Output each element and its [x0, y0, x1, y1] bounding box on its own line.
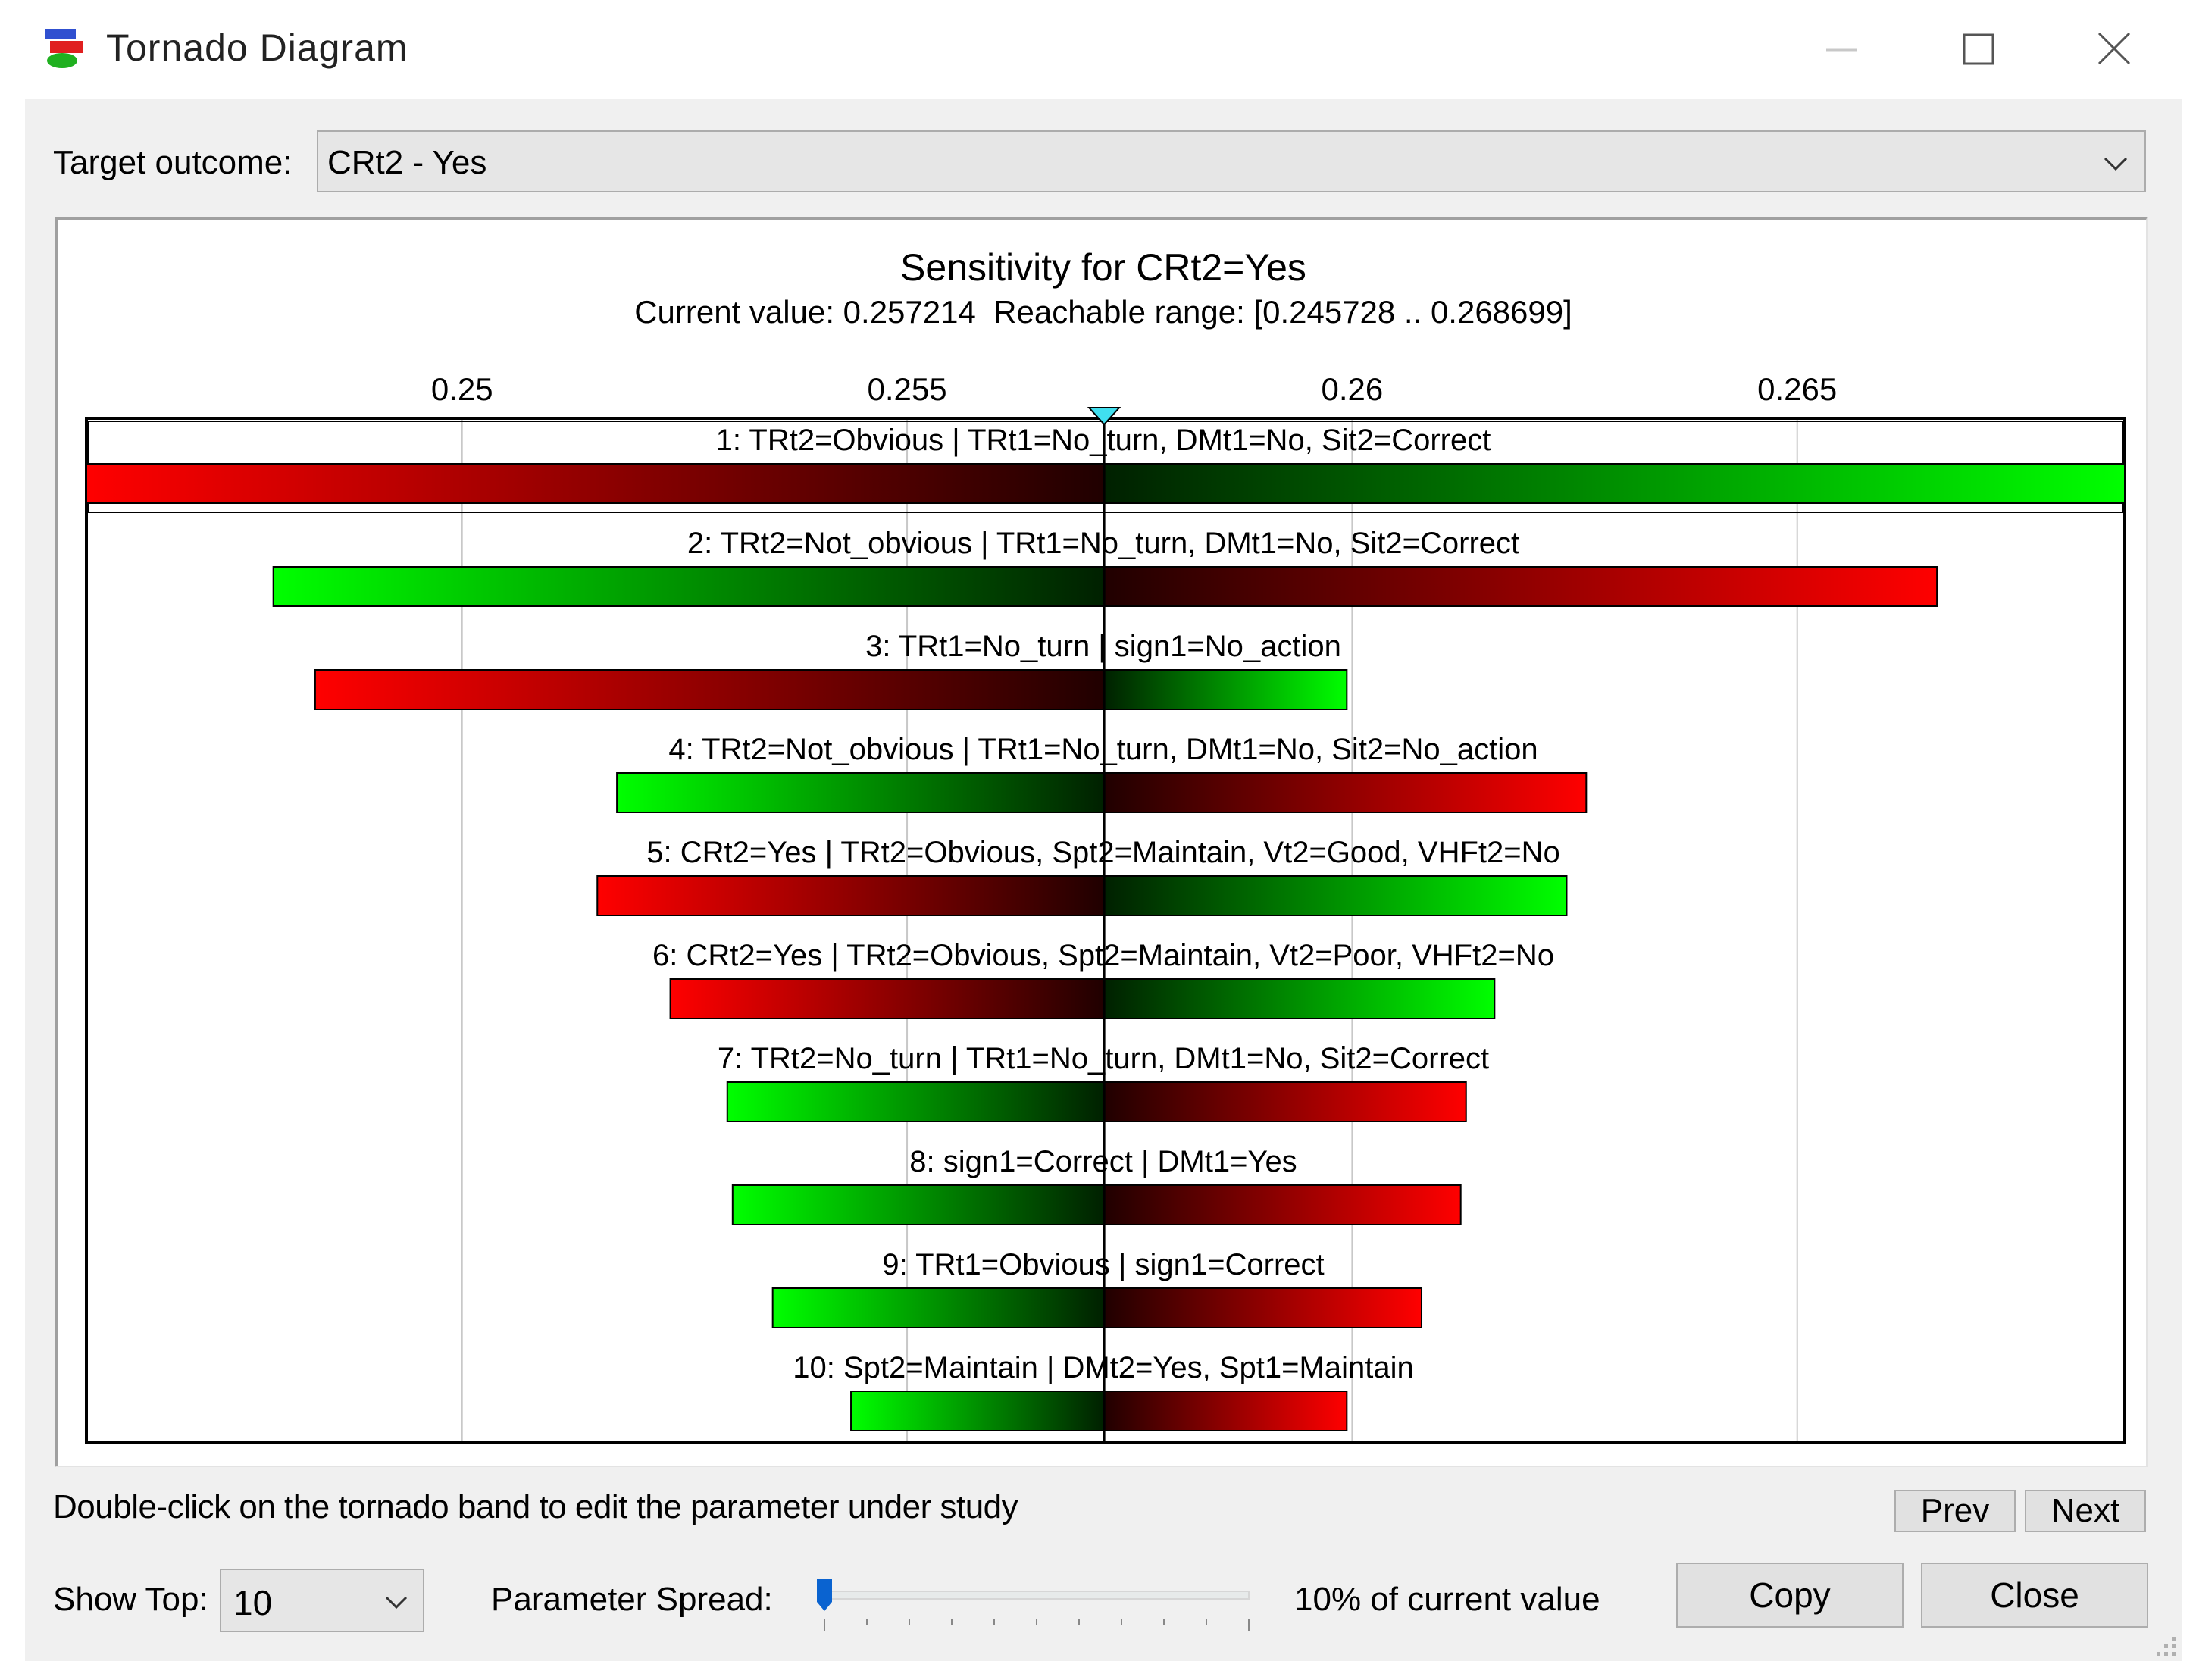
bar-high-segment[interactable]: [1103, 1184, 1462, 1225]
tornado-bars[interactable]: 1: TRt2=Obvious | TRt1=No_turn, DMt1=No,…: [86, 421, 2126, 1431]
bar-high-segment[interactable]: [1103, 875, 1568, 916]
chart-title: Sensitivity for CRt2=Yes: [900, 246, 1306, 289]
chevron-down-icon: [385, 1596, 408, 1610]
close-button[interactable]: Close: [1921, 1563, 2148, 1628]
copy-button[interactable]: Copy: [1676, 1563, 1904, 1628]
show-top-value: 10: [233, 1583, 273, 1622]
tornado-bar[interactable]: 9: TRt1=Obvious | sign1=Correct: [771, 1248, 1423, 1328]
tornado-bar[interactable]: 1: TRt2=Obvious | TRt1=No_turn, DMt1=No,…: [86, 421, 2126, 513]
bar-high-segment[interactable]: [1103, 1287, 1423, 1328]
resize-grip-icon[interactable]: [2149, 1629, 2179, 1660]
x-axis-ticks: 0.25 0.255 0.26 0.265: [431, 371, 1837, 407]
tornado-app-icon: [45, 29, 83, 68]
show-top-select[interactable]: 10: [220, 1569, 424, 1632]
bar-low-segment[interactable]: [771, 1287, 1106, 1328]
bar-low-segment[interactable]: [726, 1081, 1106, 1122]
chevron-down-icon: [2104, 157, 2128, 171]
minimize-icon[interactable]: [1796, 15, 1887, 83]
slider-ticks: [824, 1619, 1250, 1631]
tornado-bar[interactable]: 4: TRt2=Not_obvious | TRt1=No_turn, DMt1…: [616, 733, 1588, 813]
prev-button[interactable]: Prev: [1894, 1490, 2016, 1532]
bar-low-segment[interactable]: [86, 463, 1106, 504]
chart-subtitle: Current value: 0.257214 Reachable range:…: [634, 294, 1572, 330]
x-tick-label: 0.265: [1757, 371, 1837, 407]
parameter-spread-value: 10% of current value: [1294, 1581, 1600, 1618]
hint-text: Double-click on the tornado band to edit…: [53, 1488, 1018, 1525]
x-tick-label: 0.26: [1322, 371, 1384, 407]
bar-high-segment[interactable]: [1103, 463, 2126, 504]
bar-low-segment[interactable]: [669, 978, 1106, 1019]
target-outcome-value: CRt2 - Yes: [327, 144, 487, 181]
current-value-marker: [1087, 407, 1121, 1443]
bar-high-segment[interactable]: [1103, 1081, 1467, 1122]
target-outcome-label: Target outcome:: [53, 144, 292, 181]
tornado-bar[interactable]: 3: TRt1=No_turn | sign1=No_action: [314, 630, 1348, 710]
bar-low-segment[interactable]: [272, 566, 1106, 607]
tornado-bar[interactable]: 5: CRt2=Yes | TRt2=Obvious, Spt2=Maintai…: [596, 836, 1568, 916]
bar-low-segment[interactable]: [850, 1391, 1106, 1431]
bar-high-segment[interactable]: [1103, 669, 1348, 710]
bar-high-segment[interactable]: [1103, 772, 1588, 813]
tornado-chart-panel: Sensitivity for CRt2=Yes Current value: …: [55, 217, 2148, 1467]
current-value-triangle-icon: [1087, 407, 1121, 426]
parameter-spread-label: Parameter Spread:: [491, 1581, 773, 1618]
x-tick-label: 0.255: [867, 371, 946, 407]
bar-high-segment[interactable]: [1103, 566, 1938, 607]
bar-high-segment[interactable]: [1103, 978, 1496, 1019]
target-outcome-select[interactable]: CRt2 - Yes: [317, 130, 2146, 192]
bar-low-segment[interactable]: [314, 669, 1106, 710]
title-bar: Tornado Diagram: [0, 0, 2196, 99]
tornado-chart: Sensitivity for CRt2=Yes Current value: …: [85, 246, 2126, 1444]
bar-low-segment[interactable]: [731, 1184, 1106, 1225]
parameter-spread-slider[interactable]: [809, 1569, 1264, 1637]
bar-low-segment[interactable]: [596, 875, 1106, 916]
next-button[interactable]: Next: [2025, 1490, 2146, 1532]
x-tick-label: 0.25: [431, 371, 493, 407]
bar-low-segment[interactable]: [616, 772, 1106, 813]
window-title: Tornado Diagram: [106, 27, 408, 69]
bar-high-segment[interactable]: [1103, 1391, 1348, 1431]
maximize-icon[interactable]: [1932, 15, 2023, 83]
close-icon[interactable]: [2069, 15, 2160, 83]
slider-thumb[interactable]: [817, 1579, 832, 1611]
show-top-label: Show Top:: [53, 1581, 208, 1618]
